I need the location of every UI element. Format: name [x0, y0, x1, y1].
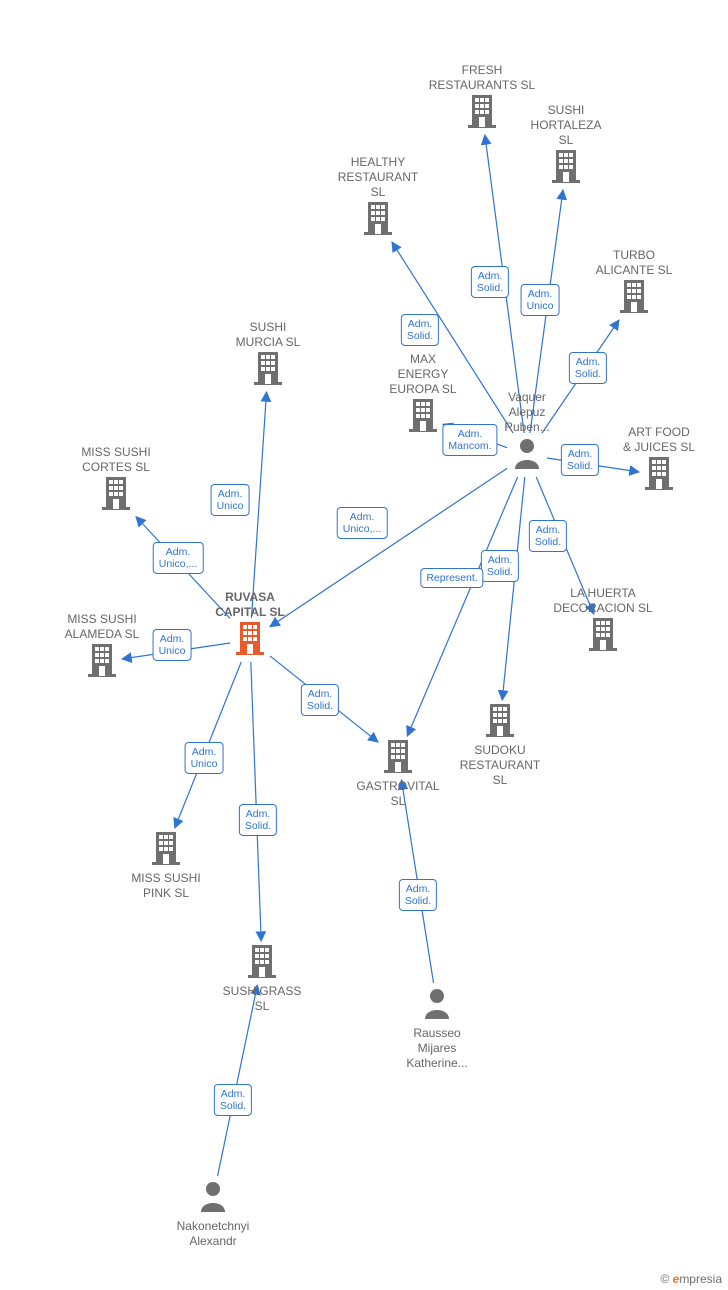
building-icon[interactable] — [252, 350, 284, 391]
person-icon[interactable] — [421, 985, 453, 1026]
node-label[interactable]: SUDOKU RESTAURANT SL — [450, 743, 550, 788]
node-label[interactable]: SUSHIGRASS SL — [212, 984, 312, 1014]
building-icon[interactable] — [382, 738, 414, 779]
copyright-text: mpresia — [679, 1272, 722, 1286]
edge-label[interactable]: Adm. Unico,... — [337, 507, 388, 539]
building-icon[interactable] — [100, 475, 132, 516]
node-label[interactable]: LA HUERTA DECORACION SL — [553, 586, 653, 616]
node-label[interactable]: MISS SUSHI CORTES SL — [66, 445, 166, 475]
node-label[interactable]: SUSHI HORTALEZA SL — [516, 103, 616, 148]
edge-label[interactable]: Represent. — [420, 568, 483, 588]
edge — [218, 985, 258, 1176]
edge-label[interactable]: Adm. Unico — [153, 629, 192, 661]
edge-label[interactable]: Adm. Solid. — [561, 444, 599, 476]
person-icon[interactable] — [511, 435, 543, 476]
building-icon[interactable] — [587, 616, 619, 657]
edge-label[interactable]: Adm. Solid. — [481, 550, 519, 582]
edge — [407, 477, 517, 736]
edge — [251, 392, 266, 618]
node-label[interactable]: RUVASA CAPITAL SL — [200, 590, 300, 620]
building-icon[interactable] — [643, 455, 675, 496]
edge — [502, 477, 525, 700]
edge-label[interactable]: Adm. Solid. — [529, 520, 567, 552]
edge-label[interactable]: Adm. Solid. — [399, 879, 437, 911]
edge — [251, 662, 261, 941]
building-icon[interactable] — [484, 702, 516, 743]
edge-label[interactable]: Adm. Unico,... — [153, 542, 204, 574]
node-label[interactable]: GASTROVITAL SL — [348, 779, 448, 809]
building-icon[interactable] — [466, 93, 498, 134]
edge-label[interactable]: Adm. Solid. — [214, 1084, 252, 1116]
node-label[interactable]: ART FOOD & JUICES SL — [609, 425, 709, 455]
edge-label[interactable]: Adm. Solid. — [239, 804, 277, 836]
building-icon[interactable] — [234, 620, 266, 661]
edge-label[interactable]: Adm. Solid. — [401, 314, 439, 346]
node-label[interactable]: Rausseo Mijares Katherine... — [387, 1026, 487, 1071]
node-label[interactable]: MISS SUSHI PINK SL — [116, 871, 216, 901]
building-icon[interactable] — [362, 200, 394, 241]
building-icon[interactable] — [246, 943, 278, 984]
node-label[interactable]: Nakonetchnyi Alexandr — [163, 1219, 263, 1249]
edge-label[interactable]: Adm. Unico — [185, 742, 224, 774]
edge-label[interactable]: Adm. Unico — [521, 284, 560, 316]
edge-label[interactable]: Adm. Solid. — [471, 266, 509, 298]
edge — [270, 468, 507, 626]
node-label[interactable]: TURBO ALICANTE SL — [584, 248, 684, 278]
copyright: © empresia — [660, 1272, 722, 1286]
person-icon[interactable] — [197, 1178, 229, 1219]
node-label[interactable]: SUSHI MURCIA SL — [218, 320, 318, 350]
edge-label[interactable]: Adm. Unico — [211, 484, 250, 516]
node-label[interactable]: HEALTHY RESTAURANT SL — [328, 155, 428, 200]
edge-label[interactable]: Adm. Solid. — [569, 352, 607, 384]
edge-label[interactable]: Adm. Solid. — [301, 684, 339, 716]
node-label[interactable]: MAX ENERGY EUROPA SL — [373, 352, 473, 397]
node-label[interactable]: FRESH RESTAURANTS SL — [429, 63, 535, 93]
building-icon[interactable] — [86, 642, 118, 683]
edge-label[interactable]: Adm. Mancom. — [442, 424, 497, 456]
building-icon[interactable] — [550, 148, 582, 189]
building-icon[interactable] — [407, 397, 439, 438]
building-icon[interactable] — [618, 278, 650, 319]
building-icon[interactable] — [150, 830, 182, 871]
node-label[interactable]: MISS SUSHI ALAMEDA SL — [52, 612, 152, 642]
